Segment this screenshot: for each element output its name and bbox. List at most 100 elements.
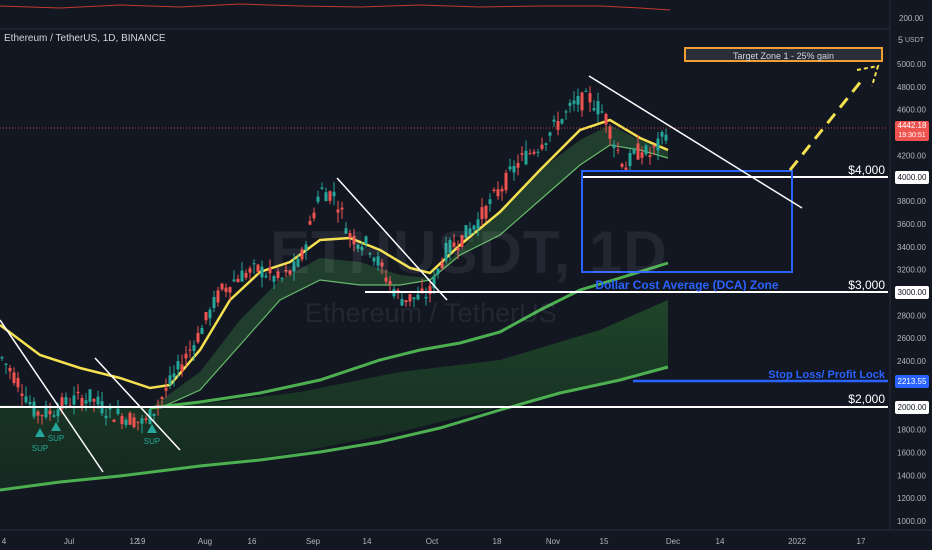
time-tick-label: Jul: [64, 537, 74, 546]
price-tick-label: 2800.00: [897, 311, 926, 320]
candle-body: [272, 276, 276, 282]
candle-body: [380, 262, 384, 267]
candle-body: [124, 419, 128, 426]
candle-body: [568, 102, 572, 106]
candle-body: [388, 280, 392, 285]
candle-body: [504, 172, 508, 191]
candle-body: [200, 327, 204, 334]
candle-body: [8, 367, 12, 372]
currency-label: USDT: [905, 37, 925, 44]
price-tick-label: 1400.00: [897, 471, 926, 480]
price-tick-label: 1600.00: [897, 448, 926, 457]
sup-label-3: SUP: [144, 437, 160, 446]
candle-body: [464, 225, 468, 238]
candle-body: [548, 132, 552, 136]
price-tick-label: 4200.00: [897, 151, 926, 160]
candle-body: [608, 126, 612, 139]
candle-body: [208, 309, 212, 319]
chart-title: Ethereum / TetherUS, 1D, BINANCE: [4, 33, 166, 44]
candle-body: [176, 361, 180, 370]
price-tick-label: 2600.00: [897, 334, 926, 343]
candle-body: [628, 152, 632, 167]
candle-body: [528, 153, 532, 155]
candle-body: [244, 272, 248, 278]
candle-body: [540, 144, 544, 149]
ma-yellow-line: [0, 118, 669, 390]
candle-body: [572, 100, 576, 104]
candle-body: [212, 297, 216, 309]
candle-body: [420, 288, 424, 292]
candle-body: [248, 268, 252, 273]
candle-body: [336, 209, 340, 213]
candle-body: [376, 256, 380, 266]
candle-body: [184, 353, 188, 359]
price-tick-label: 1200.00: [897, 494, 926, 503]
price-tick-label: 1800.00: [897, 426, 926, 435]
candle-body: [408, 294, 412, 302]
candle-body: [44, 405, 48, 418]
price-tick-label: 2400.00: [897, 357, 926, 366]
candle-body: [64, 397, 68, 405]
candle-body: [368, 253, 372, 255]
time-tick-label: 18: [493, 537, 502, 546]
candle-body: [364, 236, 368, 245]
candle-body: [484, 205, 488, 219]
time-tick-label: 2022: [788, 537, 806, 546]
candle-body: [648, 155, 652, 157]
candle-body: [592, 108, 596, 111]
candle-body: [328, 191, 332, 201]
candle-body: [496, 189, 500, 197]
candle-body: [660, 132, 664, 137]
price-tick-label: 3600.00: [897, 220, 926, 229]
candle-body: [156, 405, 160, 407]
ma-short-line: [159, 144, 669, 409]
candle-body: [120, 415, 124, 425]
candle-body: [292, 261, 296, 272]
candle-body: [36, 411, 40, 416]
price-tick-label: 4800.00: [897, 83, 926, 92]
candle-body: [516, 162, 520, 168]
indicator-line: [0, 3, 671, 11]
time-tick-label: 4: [2, 537, 7, 546]
candle-body: [216, 290, 220, 303]
level-4000-label: $4,000: [848, 163, 885, 177]
candle-body: [400, 299, 404, 306]
candle-body: [284, 269, 288, 272]
candle-body: [500, 188, 504, 192]
candle-body: [316, 196, 320, 202]
candle-body: [600, 111, 604, 113]
candle-body: [240, 270, 244, 282]
candle-body: [12, 372, 16, 384]
candle-body: [604, 114, 608, 125]
candle-body: [424, 296, 428, 299]
candle-body: [436, 268, 440, 275]
candle-body: [444, 242, 448, 261]
candle-body: [188, 349, 192, 351]
candle-body: [164, 387, 168, 391]
candle-body: [88, 389, 92, 402]
candle-body: [412, 297, 416, 300]
candle-body: [360, 246, 364, 251]
price-tick-label: 3400.00: [897, 243, 926, 252]
candle-body: [288, 270, 292, 275]
candle-body: [0, 357, 4, 359]
candle-body: [32, 401, 36, 417]
candles-group: [0, 86, 668, 434]
dca-zone-box: [581, 170, 793, 273]
trendline-2: [94, 357, 181, 451]
scale-marker: 5: [898, 35, 903, 45]
candle-body: [580, 92, 584, 111]
candle-body: [416, 294, 420, 300]
candle-body: [596, 101, 600, 115]
candle-body: [556, 120, 560, 130]
candle-body: [512, 165, 516, 173]
candle-body: [428, 285, 432, 295]
sup-triangle-2: [51, 422, 61, 431]
target-zone-label[interactable]: Target Zone 1 - 25% gain: [684, 47, 883, 62]
level-tag-4000: 4000.00: [895, 171, 929, 184]
candle-body: [480, 207, 484, 219]
trendline-4: [588, 75, 803, 209]
candle-body: [252, 263, 256, 265]
